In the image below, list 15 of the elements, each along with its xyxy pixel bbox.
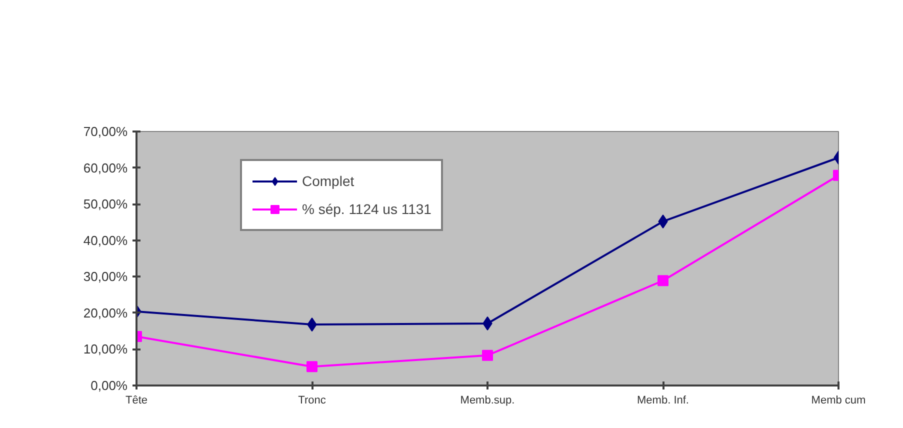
x-tick-label: Memb cum xyxy=(811,394,866,406)
legend-label: Complet xyxy=(302,173,354,189)
x-tick-label: Memb. Inf. xyxy=(637,394,689,406)
y-tick-label: 70,00% xyxy=(83,124,128,139)
y-tick-label: 60,00% xyxy=(83,160,128,176)
x-tick-label: Tête xyxy=(125,394,148,406)
y-tick-label: 20,00% xyxy=(83,305,128,320)
y-tick-label: 30,00% xyxy=(83,269,128,284)
y-tick-label: 40,00% xyxy=(83,232,128,248)
y-tick-label: 10,00% xyxy=(83,342,128,357)
y-tick-label: 0,00% xyxy=(90,378,128,393)
legend-label: % sép. 1124 us 1131 xyxy=(302,201,432,217)
x-tick-label: Memb.sup. xyxy=(460,394,515,406)
y-tick-label: 50,00% xyxy=(83,196,128,212)
x-tick-label: Tronc xyxy=(298,394,326,406)
